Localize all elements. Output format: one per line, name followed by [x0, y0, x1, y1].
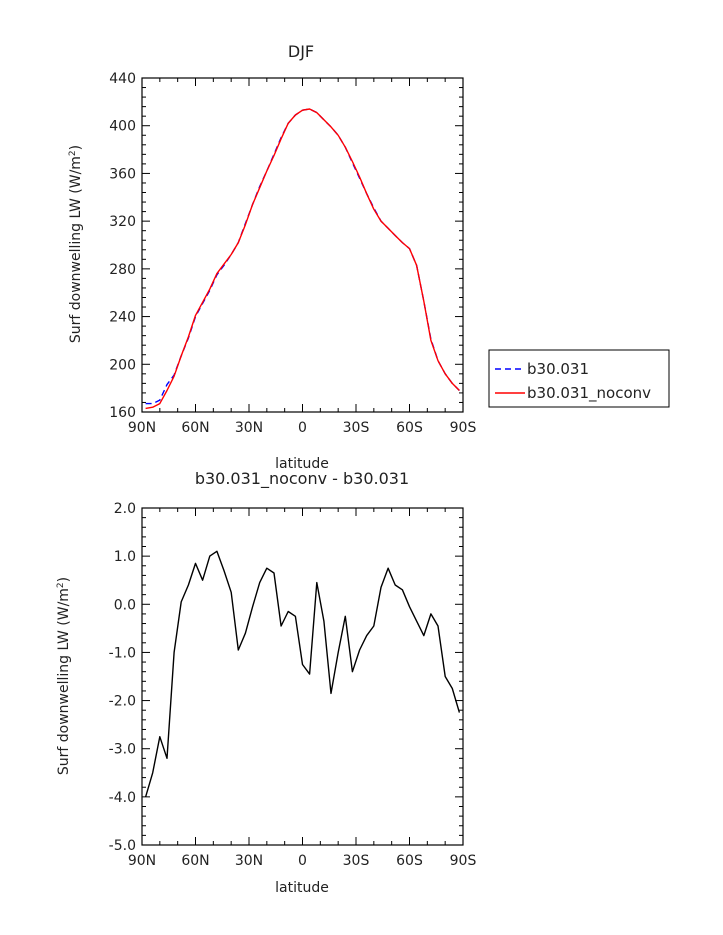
- y-axis-label: Surf downwelling LW (W/m2): [56, 577, 72, 775]
- y-axis-label-text: Surf downwelling LW (W/m: [68, 156, 84, 343]
- chart-title: b30.031_noconv - b30.031: [195, 469, 409, 489]
- x-tick-label: 90S: [450, 853, 477, 869]
- legend-label-b30-031-noconv: b30.031_noconv: [527, 384, 651, 403]
- legend-label-b30-031: b30.031: [527, 360, 589, 378]
- y-axis-label: Surf downwelling LW (W/m2): [68, 145, 84, 343]
- y-tick-label: 320: [109, 214, 136, 230]
- chart-title: DJF: [288, 42, 314, 61]
- y-axis-label-close: ): [56, 577, 72, 582]
- y-axis-label-superscript: 2: [68, 150, 78, 156]
- y-axis-label-superscript: 2: [56, 582, 66, 588]
- y-tick-label: 400: [109, 119, 136, 135]
- x-tick-label: 30N: [235, 853, 263, 869]
- y-tick-label: -5.0: [109, 838, 136, 854]
- y-axis-label-close: ): [68, 145, 84, 150]
- x-tick-label: 60N: [181, 420, 209, 436]
- x-tick-label: 90N: [128, 420, 156, 436]
- panel-top: DJF 90N 60N 30N 0 30S 60S 90S 160 200 240 280 320 36…: [68, 42, 670, 472]
- x-tick-label: 90S: [450, 420, 477, 436]
- y-axis-label-text: Surf downwelling LW (W/m: [56, 588, 72, 775]
- y-tick-label: 200: [109, 357, 136, 373]
- x-axis-label: latitude: [275, 880, 329, 896]
- x-tick-label: 30S: [343, 420, 370, 436]
- x-tick-label: 30N: [235, 420, 263, 436]
- y-tick-label: 160: [109, 405, 136, 421]
- x-tick-label: 60S: [396, 853, 423, 869]
- x-tick-label: 0: [298, 420, 307, 436]
- x-tick-label: 60S: [396, 420, 423, 436]
- series-line-b30-031-noconv: [145, 108, 460, 410]
- panel-bottom: b30.031_noconv - b30.031 90N 60N 30N 0 30S 60…: [56, 469, 476, 896]
- x-tick-label: 60N: [181, 853, 209, 869]
- x-tick-label: 0: [298, 853, 307, 869]
- y-tick-label: 2.0: [114, 501, 136, 517]
- y-tick-label: 0.0: [114, 597, 136, 613]
- y-tick-label: -3.0: [109, 742, 136, 758]
- x-axis-label: latitude: [275, 456, 329, 472]
- y-tick-label: 440: [109, 71, 136, 87]
- legend: b30.031 b30.031_noconv: [488, 349, 670, 408]
- legend-box: [488, 349, 670, 408]
- y-tick-label: -2.0: [109, 694, 136, 710]
- plot-area-frame: [141, 77, 464, 413]
- series-line-difference: [144, 550, 461, 798]
- y-tick-label: 360: [109, 166, 136, 182]
- y-tick-label: -4.0: [109, 790, 136, 806]
- plot-area-frame: [141, 507, 464, 846]
- y-tick-label: 240: [109, 310, 136, 326]
- y-tick-label: 280: [109, 262, 136, 278]
- x-tick-label: 90N: [128, 853, 156, 869]
- y-tick-label: -1.0: [109, 645, 136, 661]
- y-tick-label: 1.0: [114, 549, 136, 565]
- x-tick-label: 30S: [343, 853, 370, 869]
